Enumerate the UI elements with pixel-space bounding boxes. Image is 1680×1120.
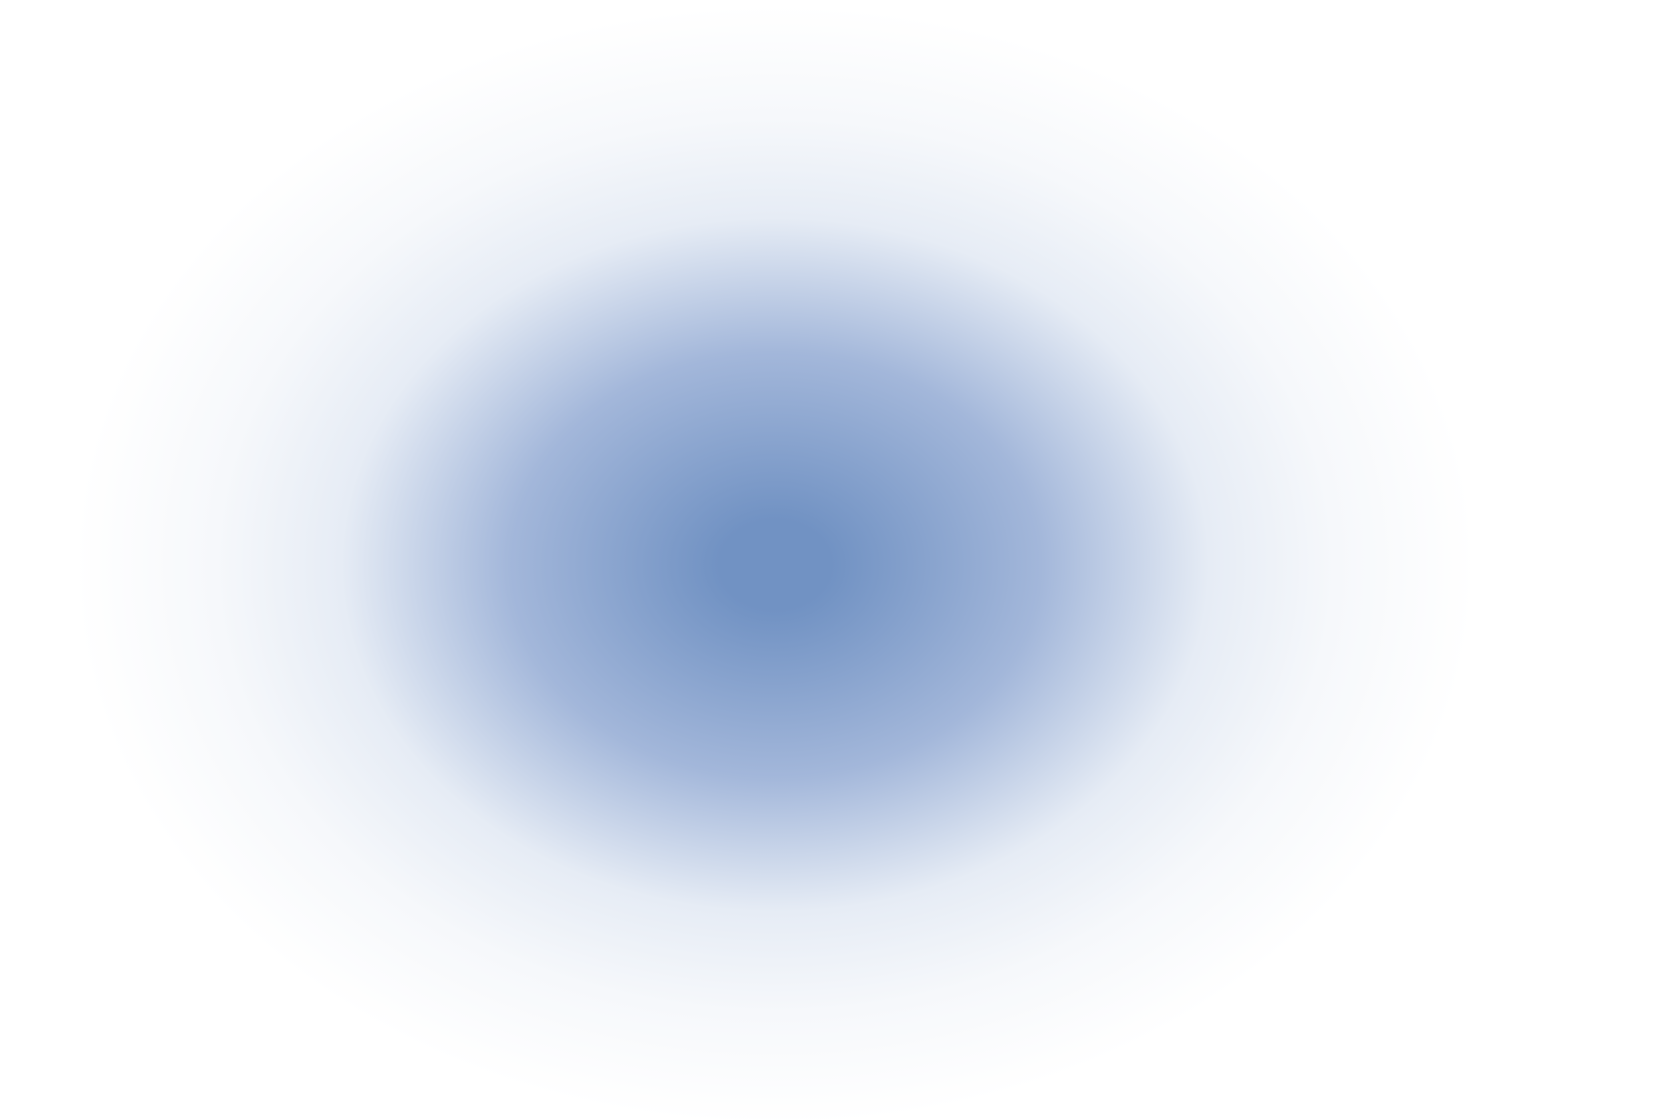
blue-radial-gradient-blob bbox=[0, 0, 1680, 1120]
gradient-canvas bbox=[0, 0, 1680, 1120]
